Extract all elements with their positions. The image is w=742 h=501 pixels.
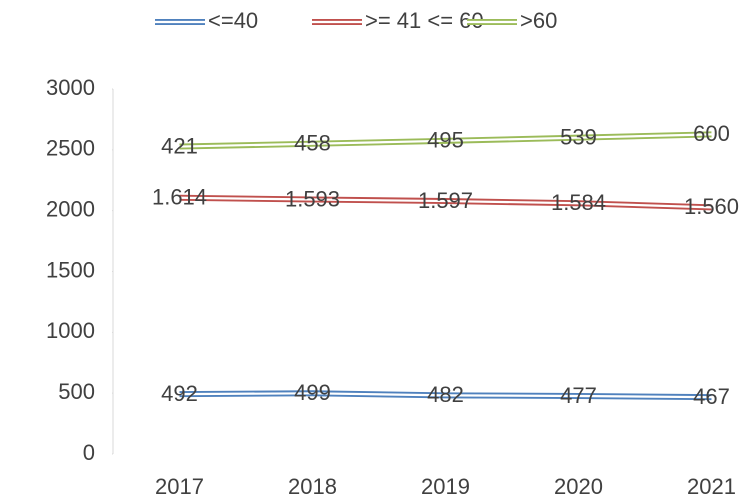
y-tick-label: 1500 [46,257,95,282]
y-tick-label: 2500 [46,136,95,161]
series-line-inner [179,392,712,399]
data-label: 458 [294,131,331,156]
data-label: 1.560 [684,194,739,219]
data-label: 1.614 [152,185,207,210]
legend-label: >60 [520,8,557,33]
y-tick-label: 2000 [46,196,95,221]
series-line-inner [179,196,712,209]
data-label: 499 [294,380,331,405]
data-label: 539 [560,124,597,149]
data-label: 467 [693,384,730,409]
data-label: 495 [427,128,464,153]
y-tick-label: 500 [58,379,95,404]
x-tick-label: 2020 [554,474,603,499]
y-tick-label: 0 [83,440,95,465]
data-label: 421 [161,133,198,158]
data-label: 1.584 [551,190,606,215]
y-tick-label: 1000 [46,318,95,343]
x-tick-label: 2017 [155,474,204,499]
series-line-inner [179,133,712,148]
data-label: 477 [560,383,597,408]
legend-label: >= 41 <= 60 [365,8,484,33]
data-label: 1.597 [418,188,473,213]
x-tick-label: 2019 [421,474,470,499]
legend-label: <=40 [208,8,258,33]
data-label: 492 [161,381,198,406]
data-label: 600 [693,121,730,146]
x-tick-label: 2018 [288,474,337,499]
y-tick-label: 3000 [46,75,95,100]
data-label: 1.593 [285,186,340,211]
data-label: 482 [427,382,464,407]
x-tick-label: 2021 [687,474,736,499]
